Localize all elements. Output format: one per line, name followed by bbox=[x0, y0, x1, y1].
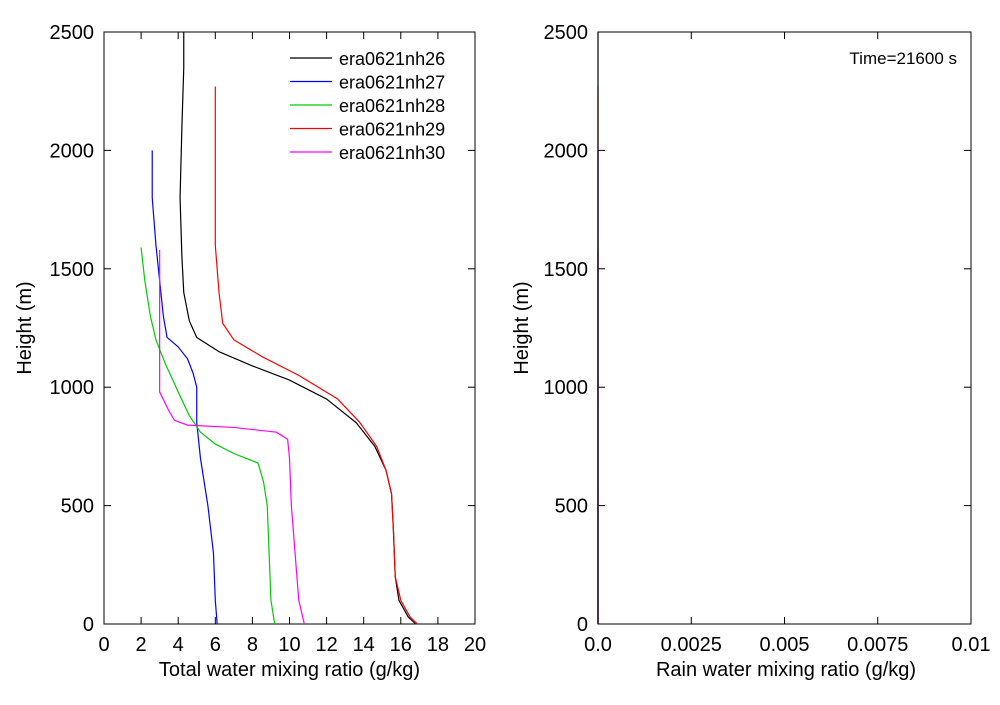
y-tick-label: 500 bbox=[61, 496, 94, 518]
x-tick-label: 0.0 bbox=[584, 634, 612, 656]
x-tick-label: 12 bbox=[315, 634, 337, 656]
plot-frame-right bbox=[597, 31, 972, 625]
legend-entry: era0621nh29 bbox=[339, 120, 445, 140]
legend-entry: era0621nh30 bbox=[339, 143, 445, 163]
x-tick-label: 6 bbox=[210, 634, 221, 656]
series-line bbox=[159, 249, 305, 625]
x-tick-label: 14 bbox=[353, 634, 375, 656]
legend: era0621nh26 era0621nh27 era0621nh28 era0621… bbox=[290, 49, 445, 163]
y-tick-label: 0 bbox=[577, 614, 588, 636]
series-line bbox=[214, 86, 418, 625]
x-axis-label-left: Total water mixing ratio (g/kg) bbox=[159, 659, 420, 681]
legend-entry: era0621nh28 bbox=[339, 96, 445, 116]
series-group-left bbox=[140, 32, 418, 625]
x-tick-label: 16 bbox=[390, 634, 412, 656]
x-tick-label: 0.0025 bbox=[661, 634, 722, 656]
x-tick-label: 0.005 bbox=[759, 634, 809, 656]
legend-entry: era0621nh27 bbox=[339, 73, 445, 93]
y-axis-label-left: Height (m) bbox=[14, 281, 36, 374]
x-tick-label: 18 bbox=[427, 634, 449, 656]
y-axis-label-right: Height (m) bbox=[511, 281, 533, 374]
time-annotation: Time=21600 s bbox=[849, 49, 957, 68]
y-tick-label: 2000 bbox=[50, 140, 95, 162]
y-tick-label: 2500 bbox=[50, 22, 95, 44]
legend-entry: era0621nh26 bbox=[339, 49, 445, 69]
y-tick-label: 1000 bbox=[544, 377, 589, 399]
x-axis-left: 0 2 4 6 8 10 12 14 16 18 20 bbox=[98, 32, 486, 656]
y-axis-right: 0 500 1000 1500 2000 2500 bbox=[544, 22, 971, 636]
y-tick-label: 1500 bbox=[50, 259, 95, 281]
x-tick-label: 0.01 bbox=[952, 634, 991, 656]
y-axis-left: 0 500 1000 1500 2000 2500 bbox=[50, 22, 475, 636]
x-axis-label-right: Rain water mixing ratio (g/kg) bbox=[656, 659, 916, 681]
y-tick-label: 0 bbox=[83, 614, 94, 636]
rain-water-panel: 0.0 0.0025 0.005 0.0075 0.01 0 500 1000 1500 200… bbox=[511, 22, 990, 681]
series-line bbox=[151, 150, 218, 625]
x-tick-label: 20 bbox=[464, 634, 486, 656]
total-water-panel: 0 2 4 6 8 10 12 14 16 18 20 0 500 1000 1500 2000 2500 e… bbox=[14, 22, 486, 681]
x-tick-label: 4 bbox=[173, 634, 184, 656]
y-tick-label: 1000 bbox=[50, 377, 95, 399]
x-tick-label: 10 bbox=[278, 634, 300, 656]
x-tick-label: 0.0075 bbox=[847, 634, 908, 656]
y-tick-label: 1500 bbox=[544, 259, 589, 281]
y-tick-label: 500 bbox=[555, 496, 588, 518]
x-tick-label: 8 bbox=[247, 634, 258, 656]
y-tick-label: 2000 bbox=[544, 140, 589, 162]
y-tick-label: 2500 bbox=[544, 22, 589, 44]
x-axis-right: 0.0 0.0025 0.005 0.0075 0.01 bbox=[584, 32, 990, 656]
series-line bbox=[140, 247, 276, 625]
x-tick-label: 0 bbox=[98, 634, 109, 656]
x-tick-label: 2 bbox=[136, 634, 147, 656]
